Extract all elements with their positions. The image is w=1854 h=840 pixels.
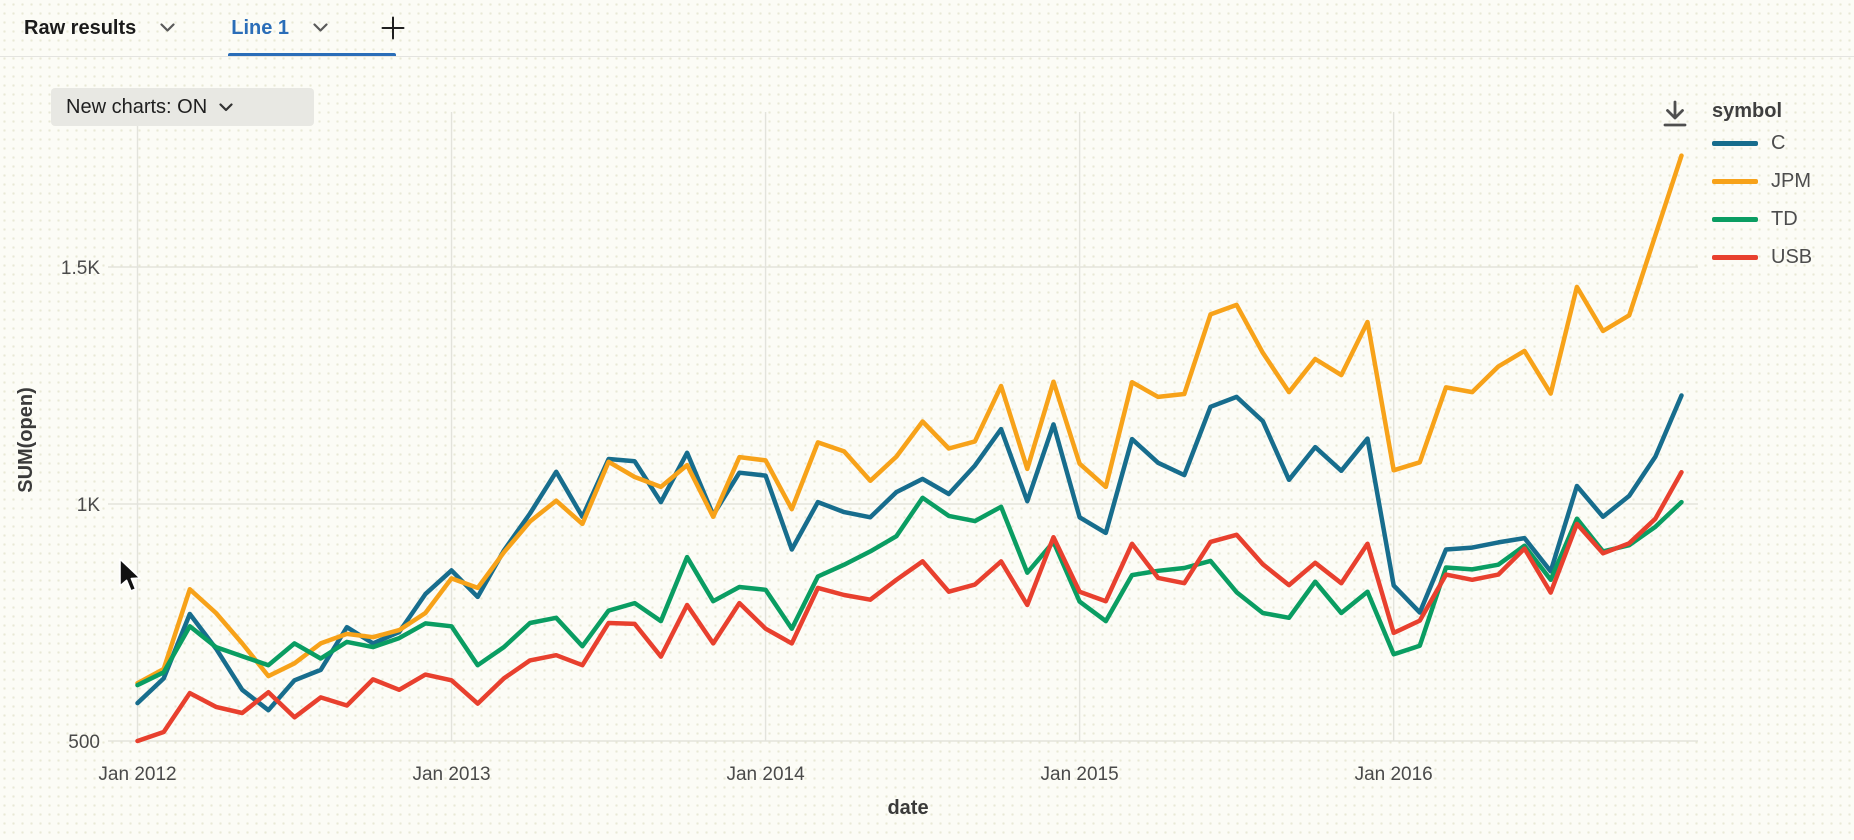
x-axis-tick-label: Jan 2016 — [1355, 764, 1433, 785]
legend-item[interactable]: USB — [1712, 238, 1812, 276]
x-axis-tick-label: Jan 2013 — [412, 764, 490, 785]
plus-icon — [381, 16, 405, 40]
legend-label: C — [1771, 131, 1786, 154]
chevron-down-icon — [219, 102, 233, 112]
legend-swatch — [1712, 254, 1758, 260]
y-axis-tick-label: 500 — [68, 732, 100, 753]
x-axis-tick-label: Jan 2012 — [98, 764, 176, 785]
series-line-JPM[interactable] — [135, 153, 1684, 686]
x-axis-tick-label: Jan 2014 — [726, 764, 805, 785]
y-axis-tick-label: 1.5K — [61, 258, 100, 279]
legend-label: TD — [1771, 207, 1798, 230]
tab-raw-results-label: Raw results — [24, 16, 137, 39]
tab-bar: Raw results Line 1 — [0, 0, 1854, 57]
chevron-down-icon[interactable] — [160, 23, 175, 33]
active-tab-underline — [228, 53, 396, 56]
tab-line-1[interactable]: Line 1 — [231, 17, 328, 40]
series-line-USB[interactable] — [135, 469, 1684, 744]
legend-swatch — [1712, 140, 1758, 146]
legend-item[interactable]: C — [1712, 124, 1812, 162]
legend-item[interactable]: TD — [1712, 200, 1812, 238]
mouse-cursor — [118, 558, 144, 599]
y-axis-tick-label: 1K — [77, 495, 101, 516]
legend-item[interactable]: JPM — [1712, 162, 1812, 200]
add-chart-tab-button[interactable] — [380, 15, 406, 41]
x-axis-tick-label: Jan 2015 — [1041, 764, 1119, 785]
tab-line-1-label: Line 1 — [231, 16, 290, 39]
series-line-C[interactable] — [135, 393, 1684, 713]
chart-legend: symbol C JPM TD USB — [1712, 100, 1812, 276]
download-icon — [1663, 100, 1687, 127]
legend-label: USB — [1771, 245, 1813, 268]
legend-swatch — [1712, 216, 1758, 222]
new-charts-label: New charts: ON — [66, 95, 208, 118]
series-line-TD[interactable] — [135, 495, 1684, 688]
chevron-down-icon[interactable] — [313, 23, 328, 33]
tab-raw-results[interactable]: Raw results — [24, 17, 175, 40]
legend-title: symbol — [1712, 100, 1783, 122]
legend-label: JPM — [1771, 169, 1811, 192]
download-chart-button[interactable] — [1659, 98, 1691, 137]
legend-swatch — [1712, 178, 1758, 184]
y-axis-title: SUM(open) — [15, 387, 37, 493]
x-axis-title: date — [887, 797, 928, 819]
new-charts-toggle[interactable]: New charts: ON — [51, 88, 314, 126]
